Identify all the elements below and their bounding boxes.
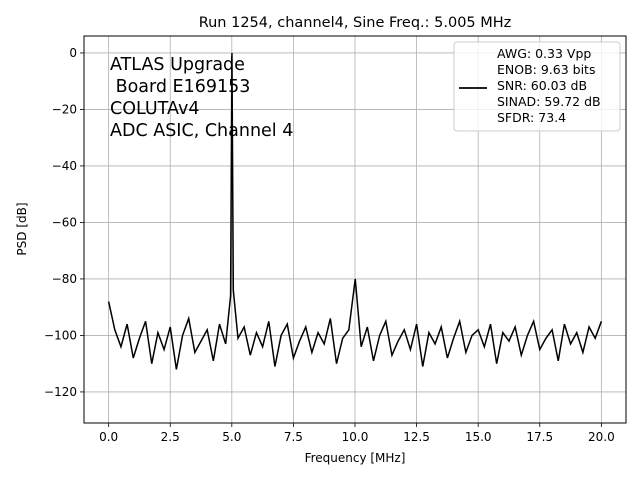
y-tick-label: −40 bbox=[52, 159, 77, 173]
chart-title: Run 1254, channel4, Sine Freq.: 5.005 MH… bbox=[199, 15, 512, 31]
psd-series-line bbox=[107, 52, 603, 370]
y-axis-label: PSD [dB] bbox=[15, 202, 29, 255]
annotation-line-1: ATLAS Upgrade bbox=[110, 55, 245, 75]
y-tick-label: −60 bbox=[52, 215, 77, 229]
y-tick-label: −20 bbox=[52, 102, 77, 116]
plot-area bbox=[107, 52, 603, 370]
x-tick-label: 15.0 bbox=[465, 430, 492, 444]
legend-line-4: SINAD: 59.72 dB bbox=[497, 94, 601, 109]
y-axis-ticks: 0 −20 −40 −60 −80 −100 −120 bbox=[44, 46, 84, 399]
annotation-line-2: Board E169153 bbox=[110, 77, 250, 97]
y-tick-label: −80 bbox=[52, 272, 77, 286]
x-tick-label: 12.5 bbox=[403, 430, 430, 444]
x-tick-label: 5.0 bbox=[222, 430, 241, 444]
x-axis-label: Frequency [MHz] bbox=[305, 451, 406, 465]
annotation-text: ATLAS Upgrade Board E169153 COLUTAv4 ADC… bbox=[110, 55, 293, 141]
legend-line-1: AWG: 0.33 Vpp bbox=[497, 46, 591, 61]
y-tick-label: −120 bbox=[44, 385, 77, 399]
annotation-line-3: COLUTAv4 bbox=[110, 99, 199, 119]
x-tick-label: 2.5 bbox=[161, 430, 180, 444]
x-tick-label: 17.5 bbox=[526, 430, 553, 444]
x-axis-ticks: 0.0 2.5 5.0 7.5 10.0 12.5 15.0 17.5 20.0 bbox=[99, 423, 615, 444]
legend-box bbox=[453, 41, 621, 132]
x-tick-label: 20.0 bbox=[588, 430, 615, 444]
annotation-line-4: ADC ASIC, Channel 4 bbox=[110, 121, 293, 141]
legend-line-2: ENOB: 9.63 bits bbox=[497, 62, 595, 77]
x-tick-label: 7.5 bbox=[284, 430, 303, 444]
legend-line-3: SNR: 60.03 dB bbox=[497, 78, 587, 93]
x-tick-label: 0.0 bbox=[99, 430, 118, 444]
y-tick-label: 0 bbox=[69, 46, 77, 60]
legend: AWG: 0.33 Vpp ENOB: 9.63 bits SNR: 60.03… bbox=[453, 41, 621, 132]
y-tick-label: −100 bbox=[44, 328, 77, 342]
x-tick-label: 10.0 bbox=[342, 430, 369, 444]
legend-line-5: SFDR: 73.4 bbox=[497, 110, 566, 125]
